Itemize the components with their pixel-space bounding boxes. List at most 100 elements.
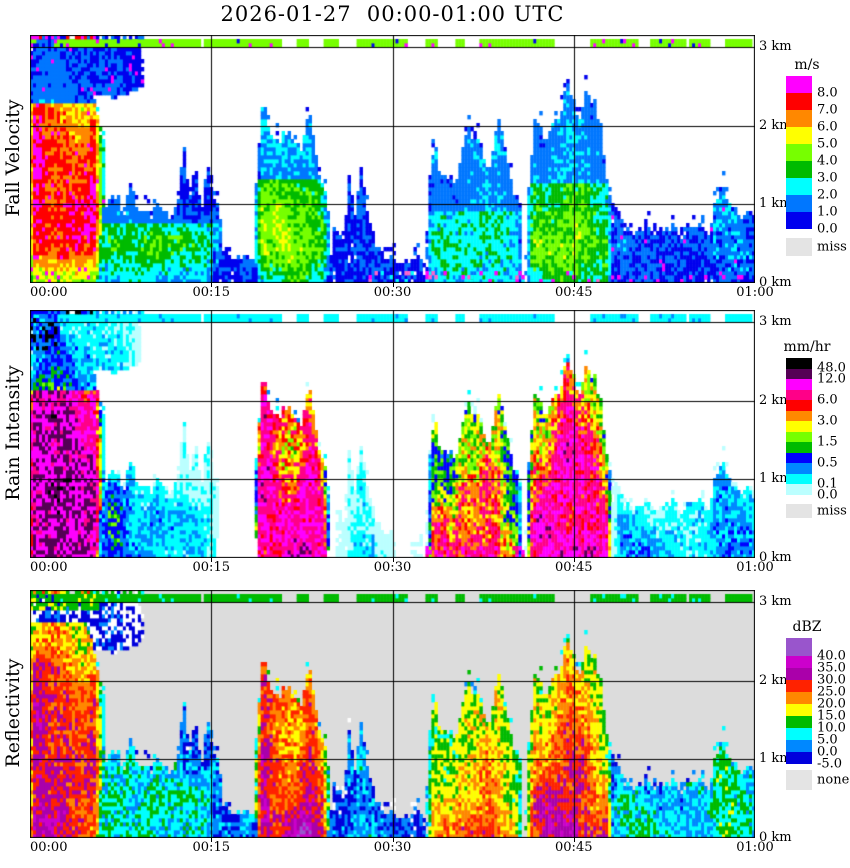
colorbar-band-fall-velocity-8: [786, 212, 812, 229]
colorbar-band-rain-intensity-8: [786, 442, 812, 453]
colorbar-band-reflectivity-3: [786, 680, 812, 692]
colorbar-band-fall-velocity-1: [786, 93, 812, 110]
fall-velocity-heatmap-canvas: [30, 35, 755, 283]
panel-label-rain-intensity: Rain Intensity: [2, 365, 24, 501]
colorbar-missing-label-fall-velocity: miss: [817, 239, 847, 255]
time-tick-label-0100: 01:00: [736, 560, 774, 575]
colorbar-tick-label-reflectivity: 10.0: [817, 720, 846, 736]
colorbar-band-rain-intensity-2: [786, 379, 812, 390]
time-tick-mark: [574, 838, 575, 842]
colorbar-tick-label-rain-intensity: 12.0: [817, 371, 846, 387]
height-label-3km: 3 km: [759, 38, 792, 54]
colorbar-tick-label-reflectivity: 25.0: [817, 684, 846, 700]
height-label-0km: 0 km: [759, 830, 792, 845]
colorbar-band-reflectivity-4: [786, 692, 812, 704]
colorbar-tick-label-fall-velocity: 8.0: [817, 85, 838, 101]
colorbar-band-rain-intensity-6: [786, 421, 812, 432]
height-label-0km: 0 km: [759, 275, 792, 290]
colorbar-band-reflectivity-2: [786, 668, 812, 680]
colorbar-tick-label-rain-intensity: 0.0: [817, 487, 838, 503]
plot-title: 2026-01-27 00:00-01:00 UTC: [220, 2, 565, 26]
time-tick-label-0015: 00:15: [192, 840, 230, 855]
time-tick-mark: [393, 558, 394, 562]
panel-label-reflectivity: Reflectivity: [2, 658, 24, 768]
colorbar-title-mmhr: mm/hr: [783, 339, 831, 355]
time-tick-label-0000: 00:00: [30, 560, 68, 575]
height-label-1km: 1 km: [759, 196, 792, 212]
time-tick-label-0000: 00:00: [30, 840, 68, 855]
colorbar-band-fall-velocity-0: [786, 76, 812, 93]
colorbar-tick-label-fall-velocity: 2.0: [817, 187, 838, 203]
colorbar-band-reflectivity-6: [786, 716, 812, 728]
colorbar-band-rain-intensity-9: [786, 452, 812, 463]
colorbar-band-reflectivity-8: [786, 740, 812, 752]
time-tick-mark: [393, 283, 394, 287]
colorbar-missing-label-reflectivity: none: [817, 772, 850, 788]
time-tick-mark: [574, 283, 575, 287]
colorbar-tick-label-rain-intensity: 1.5: [817, 434, 838, 450]
height-label-3km: 3 km: [759, 593, 792, 609]
time-tick-mark: [211, 838, 212, 842]
colorbar-tick-label-rain-intensity: 6.0: [817, 392, 838, 408]
colorbar-band-rain-intensity-0: [786, 358, 812, 369]
colorbar-tick-label-reflectivity: 15.0: [817, 708, 846, 724]
colorbar-tick-label-reflectivity: 40.0: [817, 648, 846, 664]
time-tick-label-0030: 00:30: [373, 840, 412, 855]
colorbar-missing-band-rain-intensity: [786, 504, 812, 518]
colorbar-tick-label-reflectivity: -5.0: [817, 756, 843, 772]
colorbar-band-reflectivity-5: [786, 704, 812, 716]
colorbar-title-dbz: dBZ: [792, 619, 822, 635]
colorbar-tick-label-fall-velocity: 3.0: [817, 170, 838, 186]
colorbar-band-rain-intensity-11: [786, 473, 812, 484]
colorbar-tick-label-rain-intensity: 0.5: [817, 455, 838, 471]
colorbar-band-fall-velocity-6: [786, 178, 812, 195]
time-tick-label-0045: 00:45: [555, 840, 593, 855]
colorbar-tick-label-rain-intensity: 48.0: [817, 360, 846, 376]
colorbar-band-fall-velocity-3: [786, 127, 812, 144]
colorbar-band-reflectivity-7: [786, 728, 812, 740]
reflectivity-heatmap-canvas: [30, 590, 755, 838]
colorbar-band-rain-intensity-5: [786, 410, 812, 421]
colorbar-tick-label-rain-intensity: 3.0: [817, 413, 838, 429]
colorbar-band-reflectivity-0: [786, 638, 812, 656]
colorbar-missing-label-rain-intensity: miss: [817, 503, 847, 519]
colorbar-band-rain-intensity-7: [786, 431, 812, 442]
time-tick-label-0100: 01:00: [736, 285, 774, 300]
colorbar-band-rain-intensity-12: [786, 484, 812, 495]
time-tick-label-0015: 00:15: [192, 560, 230, 575]
height-label-1km: 1 km: [759, 471, 792, 487]
rain-intensity-heatmap-canvas: [30, 310, 755, 558]
colorbar-tick-label-reflectivity: 30.0: [817, 672, 846, 688]
colorbar-band-fall-velocity-5: [786, 161, 812, 178]
colorbar-band-reflectivity-9: [786, 752, 812, 764]
time-tick-mark: [393, 838, 394, 842]
time-tick-label-0015: 00:15: [192, 285, 230, 300]
colorbar-tick-label-fall-velocity: 6.0: [817, 119, 838, 135]
colorbar-tick-label-reflectivity: 0.0: [817, 744, 838, 760]
time-tick-label-0045: 00:45: [555, 560, 593, 575]
colorbar-title-ms: m/s: [794, 57, 820, 73]
colorbar-missing-band-reflectivity: [786, 770, 812, 790]
time-tick-mark: [211, 558, 212, 562]
colorbar-tick-label-reflectivity: 35.0: [817, 660, 846, 676]
colorbar-band-rain-intensity-4: [786, 400, 812, 411]
colorbar-band-fall-velocity-7: [786, 195, 812, 212]
colorbar-missing-band-fall-velocity: [786, 238, 812, 256]
colorbar-tick-label-fall-velocity: 4.0: [817, 153, 838, 169]
colorbar-tick-label-fall-velocity: 0.0: [817, 221, 838, 237]
colorbar-tick-label-fall-velocity: 5.0: [817, 136, 838, 152]
colorbar-band-fall-velocity-2: [786, 110, 812, 127]
colorbar-band-reflectivity-1: [786, 656, 812, 668]
time-tick-label-0045: 00:45: [555, 285, 593, 300]
height-label-2km: 2 km: [759, 392, 792, 408]
panel-label-fall-velocity: Fall Velocity: [2, 99, 24, 217]
height-label-2km: 2 km: [759, 117, 792, 133]
colorbar-tick-label-rain-intensity: 0.1: [817, 476, 838, 492]
time-tick-label-0100: 01:00: [736, 840, 774, 855]
colorbar-tick-label-fall-velocity: 7.0: [817, 102, 838, 118]
colorbar-tick-label-reflectivity: 20.0: [817, 696, 846, 712]
time-tick-mark: [211, 283, 212, 287]
time-tick-label-0030: 00:30: [373, 285, 412, 300]
time-tick-mark: [574, 558, 575, 562]
